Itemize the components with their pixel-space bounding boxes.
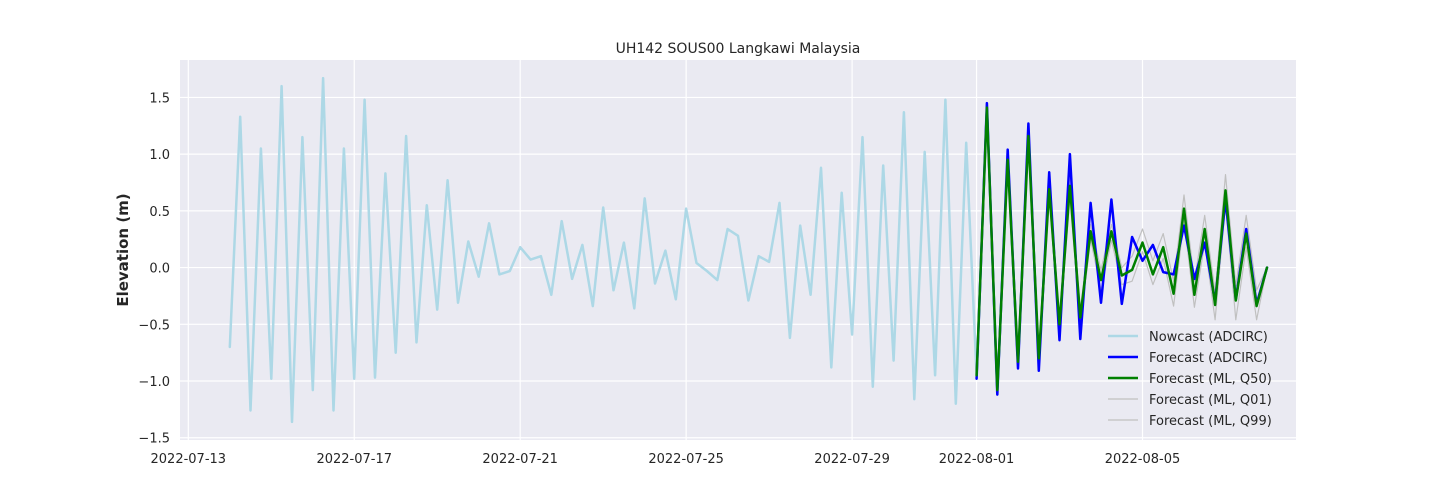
y-tick-labels: −1.5 −1.0 −0.5 0.0 0.5 1.0 1.5 — [138, 91, 170, 446]
x-tick-label: 2022-07-21 — [482, 452, 558, 467]
chart-title: UH142 SOUS00 Langkawi Malaysia — [616, 41, 861, 57]
legend-label: Nowcast (ADCIRC) — [1149, 330, 1268, 345]
y-tick-label: 1.5 — [149, 91, 170, 106]
series-layer — [228, 76, 1269, 424]
legend: Nowcast (ADCIRC) Forecast (ADCIRC) Forecas… — [1108, 330, 1272, 429]
legend-label: Forecast (ADCIRC) — [1149, 351, 1268, 366]
legend-label: Forecast (ML, Q01) — [1149, 393, 1272, 408]
legend-label: Forecast (ML, Q50) — [1149, 372, 1272, 387]
x-tick-label: 2022-07-29 — [814, 452, 890, 467]
series-line-2 — [975, 106, 1269, 392]
x-tick-labels: 2022-07-13 2022-07-17 2022-07-21 2022-07-25… — [151, 452, 1181, 467]
y-tick-label: −1.5 — [138, 432, 170, 447]
y-tick-label: 0.5 — [149, 205, 170, 220]
grid — [180, 60, 1296, 440]
series-line-0 — [228, 76, 978, 424]
x-tick-label: 2022-08-05 — [1105, 452, 1181, 467]
y-tick-label: 1.0 — [149, 148, 170, 163]
y-axis-label: Elevation (m) — [114, 193, 132, 306]
x-tick-label: 2022-07-17 — [316, 452, 392, 467]
x-tick-label: 2022-07-13 — [151, 452, 227, 467]
y-tick-label: 0.0 — [149, 262, 170, 277]
y-tick-label: −0.5 — [138, 318, 170, 333]
x-tick-label: 2022-08-01 — [939, 452, 1015, 467]
y-tick-label: −1.0 — [138, 375, 170, 390]
x-tick-label: 2022-07-25 — [648, 452, 724, 467]
legend-label: Forecast (ML, Q99) — [1149, 414, 1272, 429]
